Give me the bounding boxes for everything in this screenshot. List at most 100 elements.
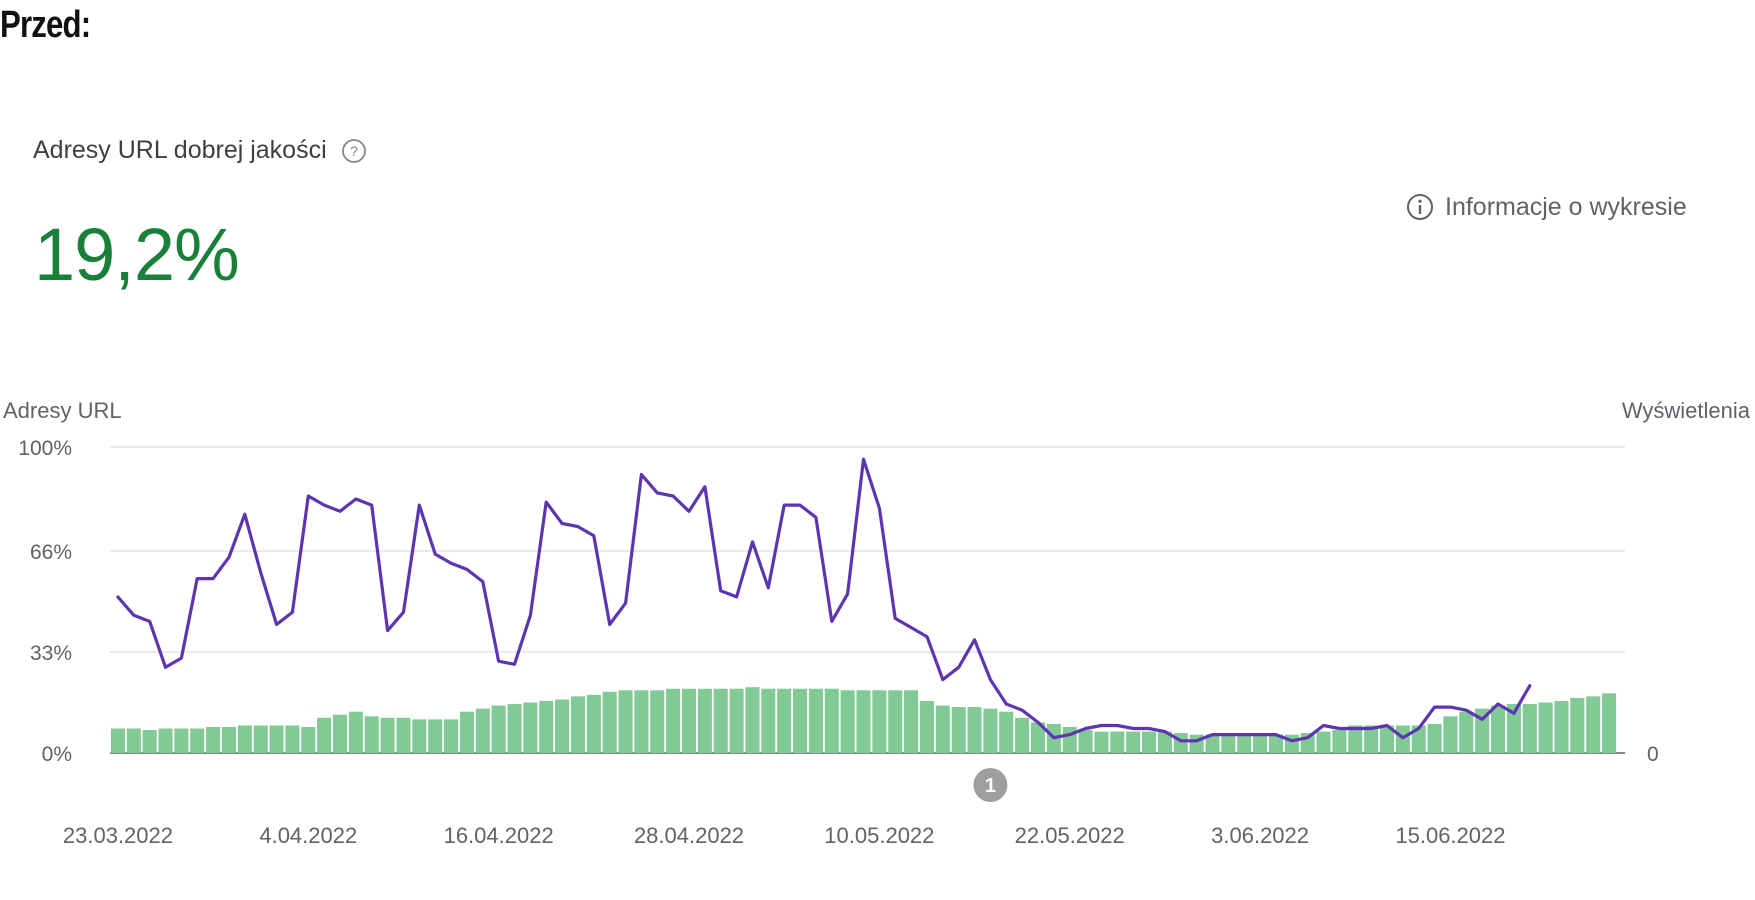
x-tick-label: 16.04.2022 [444,823,554,848]
bar [1062,726,1077,753]
bar [269,725,284,753]
line-series-good-urls [116,457,1532,743]
x-tick-label: 15.06.2022 [1395,823,1505,848]
bar [967,707,982,753]
y-tick-label-right: 0 [1647,743,1659,766]
bar [1078,730,1093,753]
bar [285,725,300,753]
bar [412,719,427,753]
x-tick-label: 22.05.2022 [1015,823,1125,848]
bar [808,688,823,753]
bar [650,690,665,753]
metric-value: 19,2% [34,213,240,296]
bar [1237,733,1252,753]
bar [793,688,808,753]
bar [951,707,966,753]
bar [348,711,363,753]
bar [777,688,792,753]
bar [602,691,617,753]
bar [1443,716,1458,753]
bar [570,696,585,753]
bar [221,726,237,753]
bar [840,690,855,753]
bar [1506,704,1521,753]
bar [1142,731,1157,753]
metric-label-text: Adresy URL dobrej jakości [33,136,327,164]
bar [904,690,919,753]
y-axis-left-title: Adresy URL [3,398,122,423]
y-tick-label-left: 0% [42,743,72,766]
bar [1427,723,1442,753]
bar [634,690,649,753]
bar [142,730,157,753]
bar [1538,702,1553,753]
bar [459,711,474,753]
bar [190,728,205,753]
bar [713,688,728,753]
bar [1157,731,1172,753]
page-heading: Przed: [0,4,91,46]
bar [586,694,601,753]
bar [1364,725,1379,753]
bar [332,714,348,753]
bar [888,690,903,753]
bar [1570,697,1585,753]
bar [1030,722,1046,753]
bar [1205,734,1220,753]
bar [1126,731,1141,753]
bar [317,717,332,753]
bar [999,711,1014,753]
y-tick-label-left: 66% [30,541,72,564]
bar [1379,725,1395,753]
help-icon[interactable]: ? [341,138,367,164]
bar [697,688,712,753]
bar [1475,708,1490,753]
bar [824,688,839,753]
y-tick-label-left: 33% [30,642,72,665]
bar [507,704,522,753]
bar [1221,733,1236,753]
bar [983,708,998,753]
bar [1316,731,1331,753]
bar [174,728,189,753]
bar [555,699,570,753]
bar [523,702,538,753]
bar [745,687,760,753]
bar [428,719,443,753]
bar [872,690,887,753]
y-tick-label-left: 100% [18,437,72,460]
bar [856,690,871,753]
bar [1268,734,1283,753]
x-tick-label: 10.05.2022 [824,823,934,848]
bar [1348,725,1363,753]
chart-info-label: Informacje o wykresie [1445,192,1687,221]
x-tick-label: 28.04.2022 [634,823,744,848]
bar [761,688,776,753]
bar [729,688,744,753]
bar [444,719,459,753]
bar [1253,734,1268,753]
svg-text:?: ? [350,143,358,159]
bar [1094,731,1109,753]
bar [1490,705,1506,753]
x-tick-label: 4.04.2022 [259,823,357,848]
bar [237,725,252,753]
bar [1554,700,1569,753]
metric-label: Adresy URL dobrej jakości ? [33,136,367,165]
bar [1586,696,1601,753]
info-icon [1407,194,1433,220]
bar [666,688,681,753]
bar [110,728,125,753]
bar [1602,693,1617,753]
annotation-marker[interactable] [973,768,1008,802]
chart-info-link[interactable]: Informacje o wykresie [1405,192,1687,222]
bar [206,726,221,753]
annotation-marker-label: 1 [985,775,996,797]
bar [1110,731,1125,753]
bar [1015,717,1030,753]
bar [126,728,141,753]
bar [681,688,697,753]
bar [158,728,173,753]
bar [475,708,490,753]
